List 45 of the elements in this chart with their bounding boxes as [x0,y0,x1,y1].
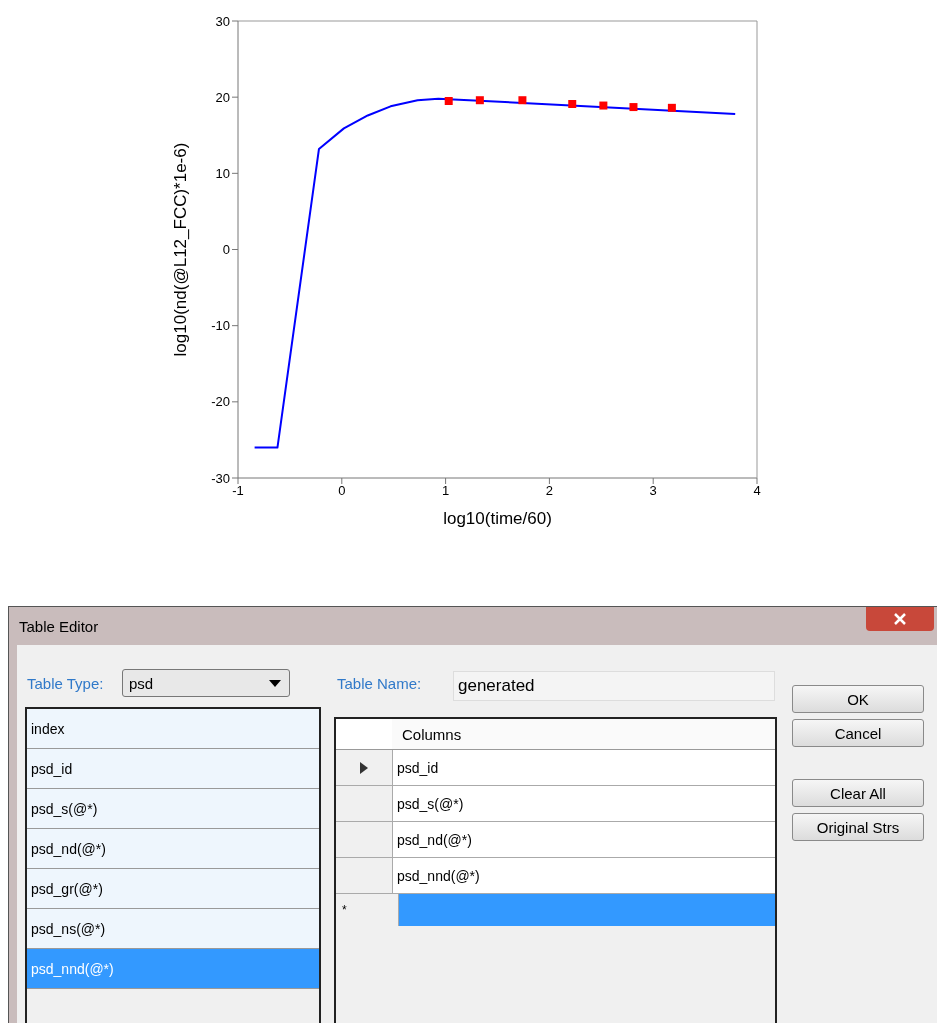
text: Table Type: [27,675,104,692]
text: psd_s(@*) [393,786,775,821]
text: Table Editor [18,616,100,637]
text: Clear All [792,779,924,807]
point [599,101,608,110]
x-tick-label: 0 [338,483,346,499]
y-tick-label: 0 [222,242,230,258]
text: psd_nd(@*) [393,822,775,857]
y-axis-title: log10(nd(@L12_FCC)*1e-6) [171,142,191,357]
x-tick-label: 2 [545,483,554,499]
point [518,96,527,105]
point [444,96,453,105]
x-tick-label: 3 [649,483,657,499]
text: psd_s(@*) [27,789,319,829]
text: psd_nnd(@*) [27,949,319,989]
x-tick-label: -1 [232,483,244,499]
text: OK [792,685,924,713]
line-series [253,97,737,449]
y-tick-label: -30 [211,470,230,486]
text: Columns [392,719,775,749]
text: psd [122,669,290,697]
y-tick-label: 20 [215,89,230,105]
text: psd_gr(@*) [27,869,319,909]
point [629,103,638,112]
text: psd_ns(@*) [27,909,319,949]
text: psd_nnd(@*) [393,858,775,893]
text: Original Strs [792,813,924,841]
text: psd_id [393,750,775,785]
text: psd_nd(@*) [27,829,319,869]
y-tick-label: 30 [215,13,230,29]
y-tick-label: 10 [215,165,230,181]
text: Table Name: [337,675,422,692]
point [667,103,676,112]
y-tick-label: -20 [211,394,230,410]
text: generated [453,671,775,701]
x-axis-title: log10(time/60) [443,509,552,528]
text: index [27,709,319,749]
x-tick-label: 4 [753,483,761,499]
x-tick-label: 1 [441,483,450,499]
point [475,96,484,105]
text: psd_id [27,749,319,789]
text: Cancel [792,719,924,747]
text: * [336,894,399,926]
y-tick-label: -10 [211,318,230,334]
point [568,100,577,109]
